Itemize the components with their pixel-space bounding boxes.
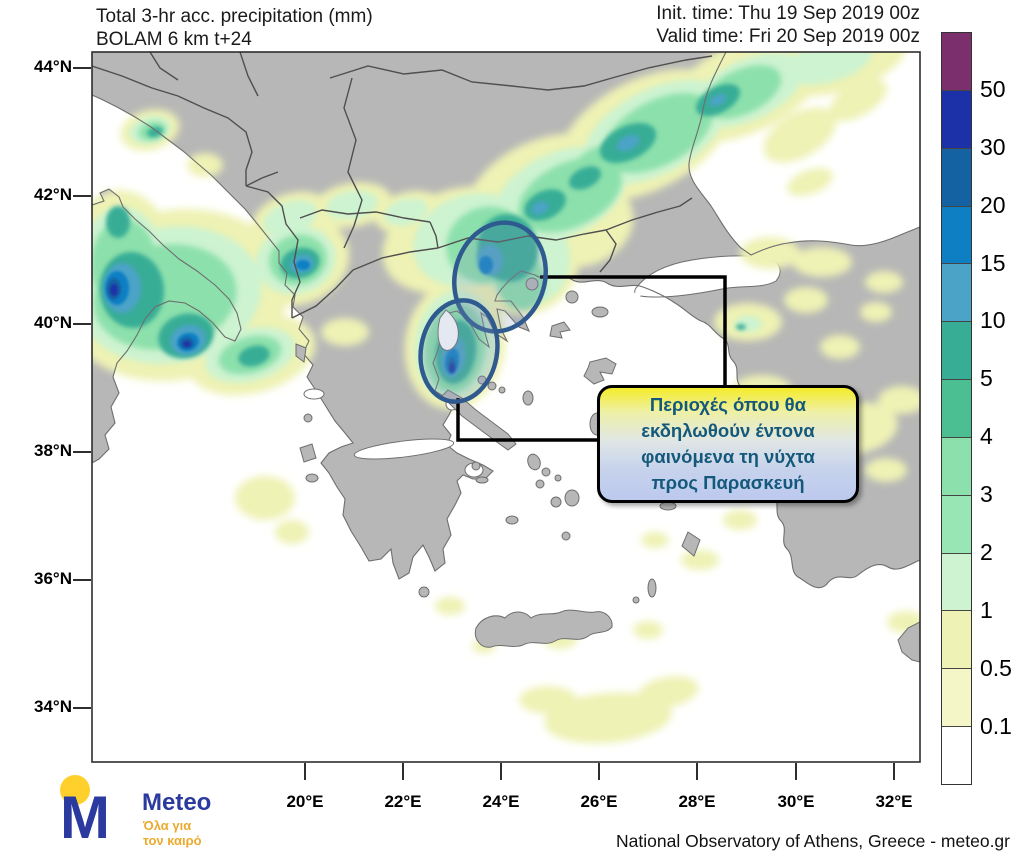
annotation-line: εκδηλωθούν έντονα: [641, 420, 815, 441]
scale-segment: [942, 206, 971, 265]
scale-label-2: 2: [980, 539, 993, 565]
axis-ticks: [73, 67, 895, 780]
annotation-line: φαινόμενα τη νύχτα: [641, 446, 815, 467]
attribution-text: National Observatory of Athens, Greece -…: [616, 831, 1010, 851]
annotation-line: προς Παρασκευή: [651, 472, 805, 493]
lon-label-28: 28°E: [678, 792, 716, 811]
map-title: Total 3-hr acc. precipitation (mm): [96, 6, 373, 27]
scale-segment: [942, 437, 971, 496]
lon-label-26: 26°E: [580, 792, 618, 811]
lon-label-30: 30°E: [777, 792, 815, 811]
lat-label-44: 44°N: [34, 57, 72, 76]
scale-label-5: 5: [980, 365, 993, 391]
precip-layer-30-50: [110, 284, 455, 373]
scale-label-4: 4: [980, 423, 993, 449]
scale-label-1: 1: [980, 597, 993, 623]
init-time: Init. time: Thu 19 Sep 2019 00z: [656, 3, 920, 24]
annotation-line: Περιοχές όπου θα: [649, 394, 807, 415]
lon-label-32: 32°E: [875, 792, 913, 811]
scale-label-30: 30: [980, 134, 1006, 160]
highlight-ellipse-lower: [418, 298, 500, 404]
model-subtitle: BOLAM 6 km t+24: [96, 29, 252, 50]
scale-label-15: 15: [980, 250, 1006, 276]
scale-segment: [942, 322, 971, 381]
scale-segment: [942, 553, 971, 612]
lon-label-20: 20°E: [286, 792, 324, 811]
scale-segment: [942, 33, 971, 91]
scale-label-10: 10: [980, 307, 1006, 333]
scale-segment: [942, 380, 971, 438]
lat-label-40: 40°N: [34, 313, 72, 332]
scale-label-50: 50: [980, 76, 1006, 102]
lat-label-36: 36°N: [34, 569, 72, 588]
valid-time: Valid time: Fri 20 Sep 2019 00z: [656, 26, 920, 47]
lat-label-42: 42°N: [34, 185, 72, 204]
lat-label-34: 34°N: [34, 697, 72, 716]
scale-segment: [942, 611, 971, 670]
logo-brand: Meteo: [142, 789, 211, 816]
logo-tagline-1: Όλα για: [142, 818, 191, 833]
lon-label-22: 22°E: [384, 792, 422, 811]
scale-segment: [942, 264, 971, 323]
scale-label-3: 3: [980, 481, 993, 507]
scale-label-01: 0.1: [980, 713, 1012, 739]
logo-monogram: M: [60, 784, 110, 851]
annotation-callout: Περιοχές όπου θα εκδηλωθούν έντονα φαινό…: [597, 385, 859, 503]
scale-segment: [942, 148, 971, 207]
dardanelles-strait: [615, 289, 643, 324]
scale-label-20: 20: [980, 192, 1006, 218]
country-borders: [92, 52, 713, 319]
lon-label-24: 24°E: [482, 792, 520, 811]
logo-tagline-2: τον καιρό: [143, 833, 202, 848]
meteo-logo: M Meteo Όλα για τον καιρό: [60, 775, 211, 851]
map-frame: [91, 51, 921, 763]
scale-segment: [942, 495, 971, 554]
highlight-ellipses: [418, 220, 548, 404]
scale-segment: [942, 727, 971, 784]
scale-segment: [942, 669, 971, 728]
lat-label-38: 38°N: [34, 441, 72, 460]
precipitation-color-scale: [941, 32, 972, 785]
sun-icon: [60, 775, 90, 805]
scale-label-05: 0.5: [980, 655, 1012, 681]
scale-segment: [942, 90, 971, 149]
